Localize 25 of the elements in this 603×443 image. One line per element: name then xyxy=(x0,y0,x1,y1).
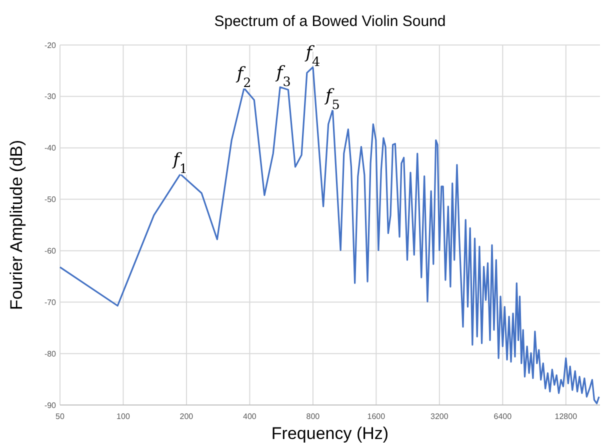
y-tick-label: -40 xyxy=(44,144,57,153)
y-tick-label: -70 xyxy=(44,298,57,307)
y-tick-label: -50 xyxy=(44,195,57,204)
x-axis-title: Frequency (Hz) xyxy=(271,424,389,443)
x-tick-label: 200 xyxy=(180,412,194,421)
x-tick-label: 100 xyxy=(116,412,130,421)
x-tick-label: 400 xyxy=(243,412,257,421)
y-axis-title: Fourier Amplitude (dB) xyxy=(7,140,26,310)
annotation: f$_{2}$ xyxy=(234,64,252,91)
x-tick-label: 1600 xyxy=(367,412,386,421)
annotation: f$_{1}$ xyxy=(171,150,188,177)
x-tick-label: 12800 xyxy=(554,412,578,421)
annotation: f$_{3}$ xyxy=(274,63,291,90)
y-tick-label: -20 xyxy=(44,40,57,50)
annotation: f$_{5}$ xyxy=(323,86,340,112)
x-tick-label: 50 xyxy=(56,412,65,421)
y-tick-label: -80 xyxy=(44,349,57,358)
y-tick-label: -90 xyxy=(44,400,57,410)
chart-title: Spectrum of a Bowed Violin Sound xyxy=(214,13,446,30)
y-tick-label: -60 xyxy=(44,246,57,256)
annotation: f$_{4}$ xyxy=(304,43,320,70)
x-tick-label: 800 xyxy=(306,412,320,421)
y-tick-label: -30 xyxy=(44,92,57,102)
x-tick-label: 6400 xyxy=(494,412,512,421)
x-tick-label: 3200 xyxy=(430,412,449,421)
